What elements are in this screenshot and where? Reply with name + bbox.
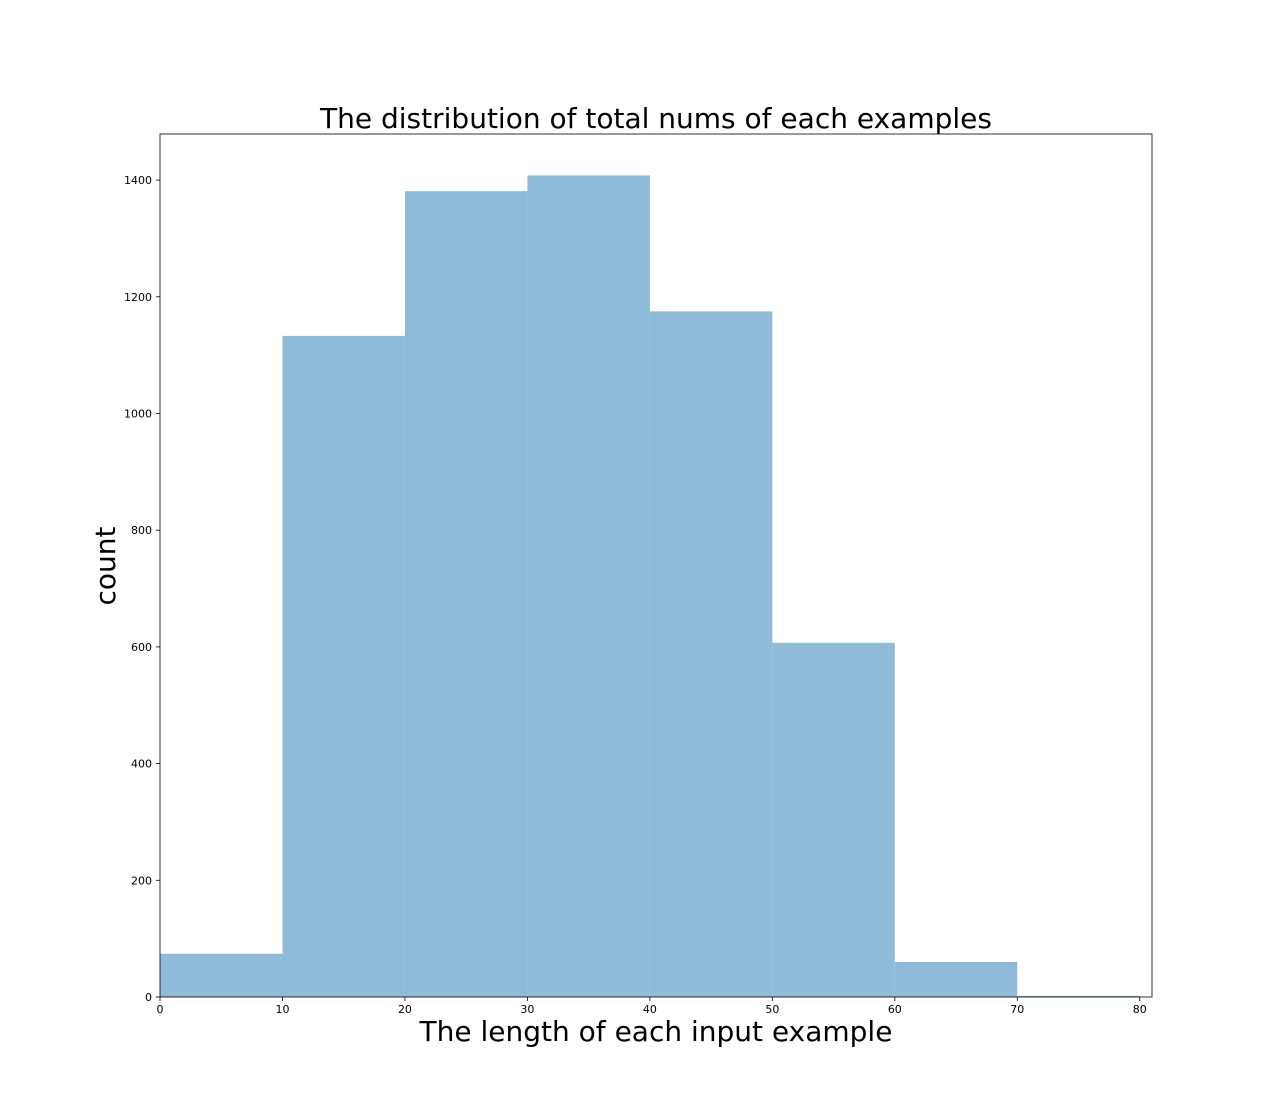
bar (527, 175, 650, 998)
x-tick-label: 30 (520, 1003, 534, 1016)
bar (404, 191, 528, 997)
x-axis-label: The length of each input example (419, 1015, 893, 1048)
bar (649, 311, 773, 997)
y-axis-label: count (89, 526, 122, 605)
y-tick-label: 800 (131, 524, 152, 537)
bar (282, 335, 405, 997)
x-tick-label: 70 (1010, 1003, 1024, 1016)
y-tick-label: 1000 (124, 407, 152, 420)
bar (894, 961, 1018, 997)
x-tick-label: 0 (157, 1003, 164, 1016)
y-tick-label: 1200 (124, 291, 152, 304)
x-tick-label: 80 (1133, 1003, 1147, 1016)
bar (160, 953, 283, 997)
y-tick-label: 200 (131, 874, 152, 887)
y-tick-label: 600 (131, 641, 152, 654)
y-tick-label: 0 (145, 991, 152, 1004)
x-tick-label: 60 (888, 1003, 902, 1016)
bar (772, 642, 895, 997)
x-tick-label: 40 (643, 1003, 657, 1016)
bar (1017, 995, 1140, 997)
chart-title: The distribution of total nums of each e… (319, 102, 992, 135)
x-tick-label: 50 (765, 1003, 779, 1016)
x-tick-label: 10 (275, 1003, 289, 1016)
y-tick-label: 400 (131, 758, 152, 771)
plot-frame (159, 133, 1153, 998)
x-tick-label: 20 (398, 1003, 412, 1016)
y-tick-label: 1400 (124, 174, 152, 187)
